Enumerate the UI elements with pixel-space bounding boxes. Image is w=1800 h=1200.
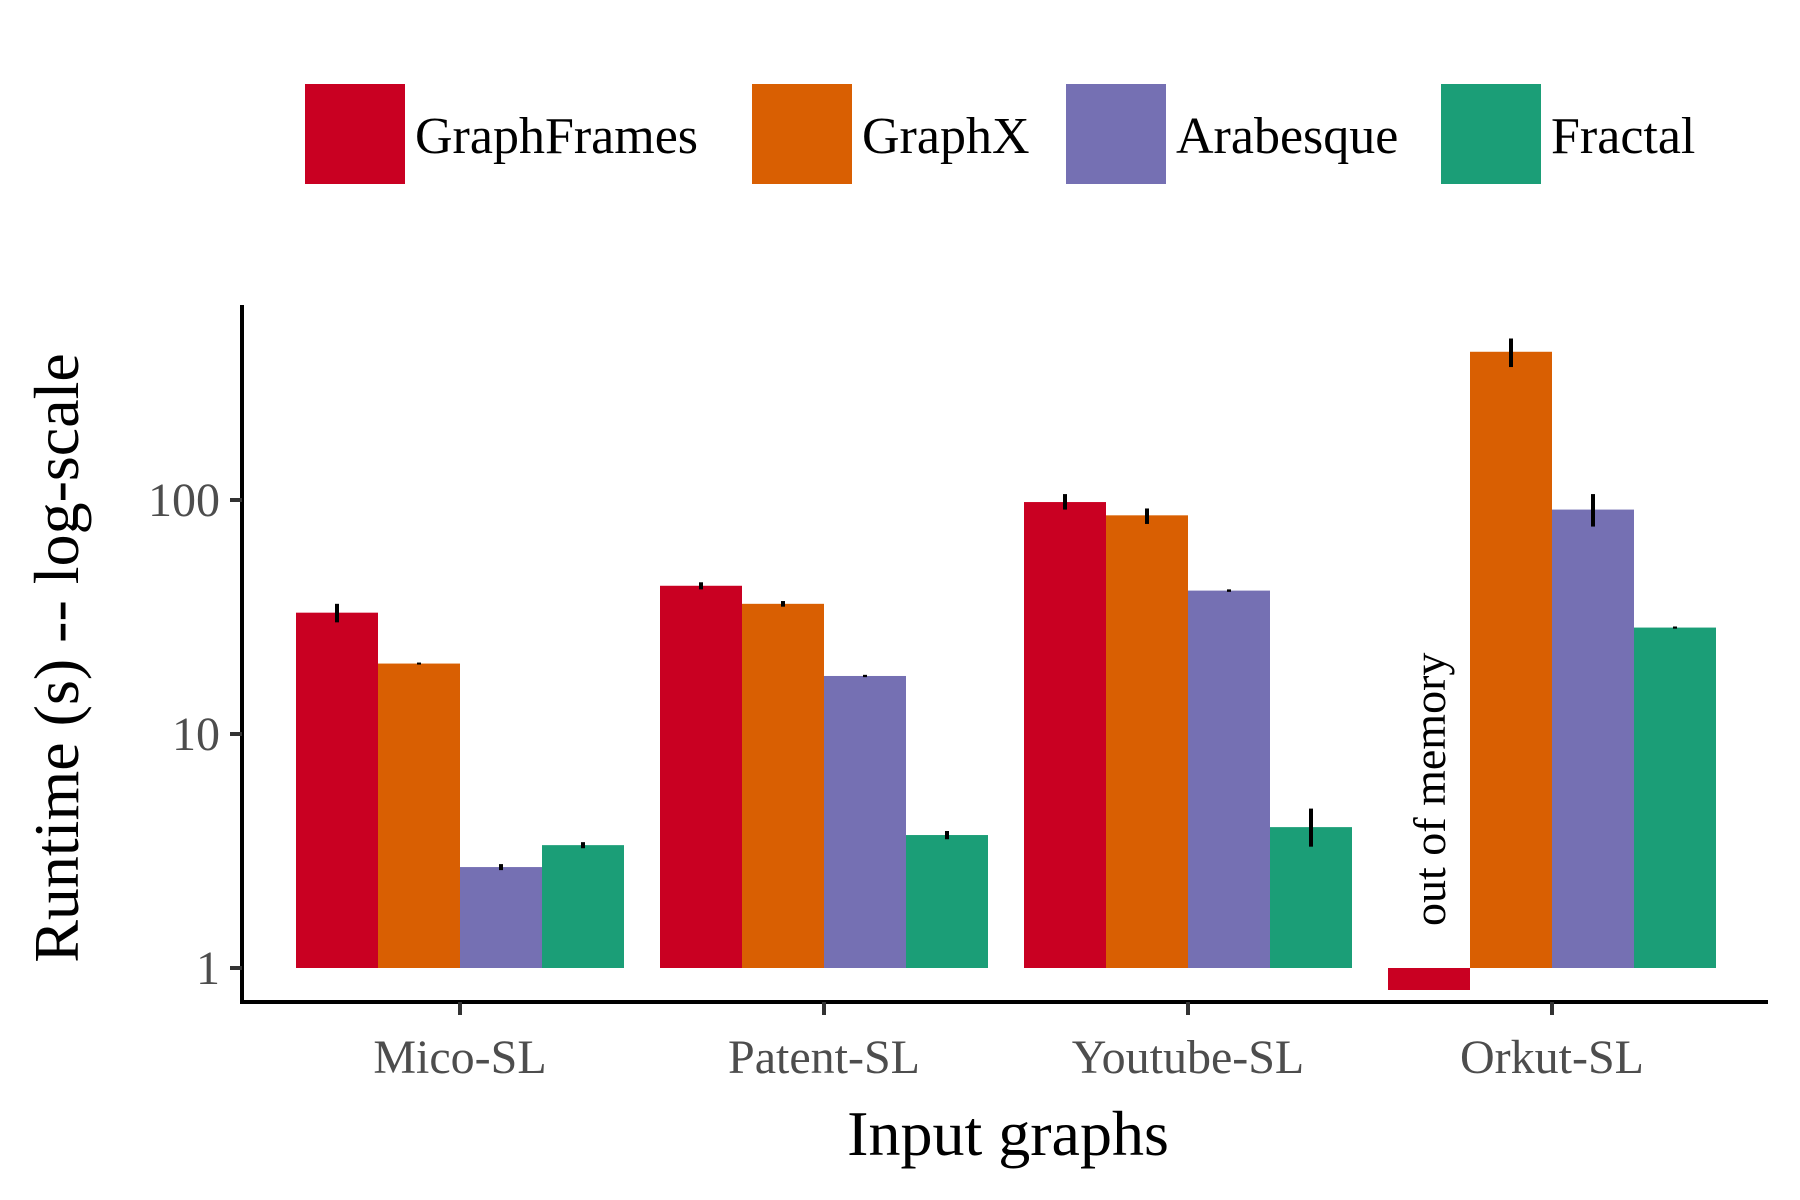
legend-label-graphframes: GraphFrames	[415, 108, 698, 165]
x-tick-label-youtube-sl: Youtube-SL	[1072, 1031, 1305, 1084]
bar-arabesque-orkut-sl	[1552, 509, 1634, 968]
bar-graphframes-youtube-sl	[1024, 502, 1106, 968]
y-axis-title: Runtime (s) -- log-scale	[21, 353, 92, 963]
bar-fractal-orkut-sl	[1634, 627, 1716, 968]
x-tick-label-orkut-sl: Orkut-SL	[1460, 1031, 1644, 1084]
bar-fractal-patent-sl	[906, 835, 988, 968]
bar-graphx-patent-sl	[742, 603, 824, 968]
y-tick-label-10: 10	[172, 708, 220, 761]
annotation-out-of-memory: out of memory	[1404, 653, 1455, 926]
x-axis-title: Input graphs	[847, 1098, 1169, 1169]
bar-graphframes-mico-sl	[296, 612, 378, 968]
bar-arabesque-youtube-sl	[1188, 590, 1270, 968]
legend-key-fractal	[1441, 84, 1541, 184]
bar-graphframes-orkut-sl-missing	[1388, 968, 1470, 990]
bar-arabesque-mico-sl	[460, 867, 542, 968]
bar-graphx-mico-sl	[378, 663, 460, 968]
bar-graphframes-patent-sl	[660, 585, 742, 968]
bar-fractal-mico-sl	[542, 845, 624, 968]
legend-key-graphframes	[305, 84, 405, 184]
bar-fractal-youtube-sl	[1270, 827, 1352, 968]
annotations-layer: out of memory	[1404, 653, 1455, 926]
error-bars-layer	[335, 338, 1677, 871]
bar-arabesque-patent-sl	[824, 675, 906, 968]
axes-layer: 1 10 100 Mico-SL Patent-SL Youtube-SL Orkut-SL	[148, 305, 1768, 1084]
legend-key-graphx	[752, 84, 852, 184]
legend-label-arabesque: Arabesque	[1176, 108, 1398, 165]
legend-key-arabesque	[1066, 84, 1166, 184]
x-tick-label-mico-sl: Mico-SL	[373, 1031, 546, 1084]
bar-graphx-youtube-sl	[1106, 515, 1188, 968]
legend: GraphFrames GraphX Arabesque Fractal	[305, 84, 1695, 184]
bar-graphx-orkut-sl	[1470, 351, 1552, 968]
x-tick-label-patent-sl: Patent-SL	[728, 1031, 920, 1084]
bars-layer	[296, 351, 1716, 990]
legend-label-fractal: Fractal	[1551, 108, 1695, 165]
y-tick-label-100: 100	[148, 474, 220, 527]
y-tick-label-1: 1	[196, 942, 220, 995]
legend-label-graphx: GraphX	[862, 108, 1030, 165]
